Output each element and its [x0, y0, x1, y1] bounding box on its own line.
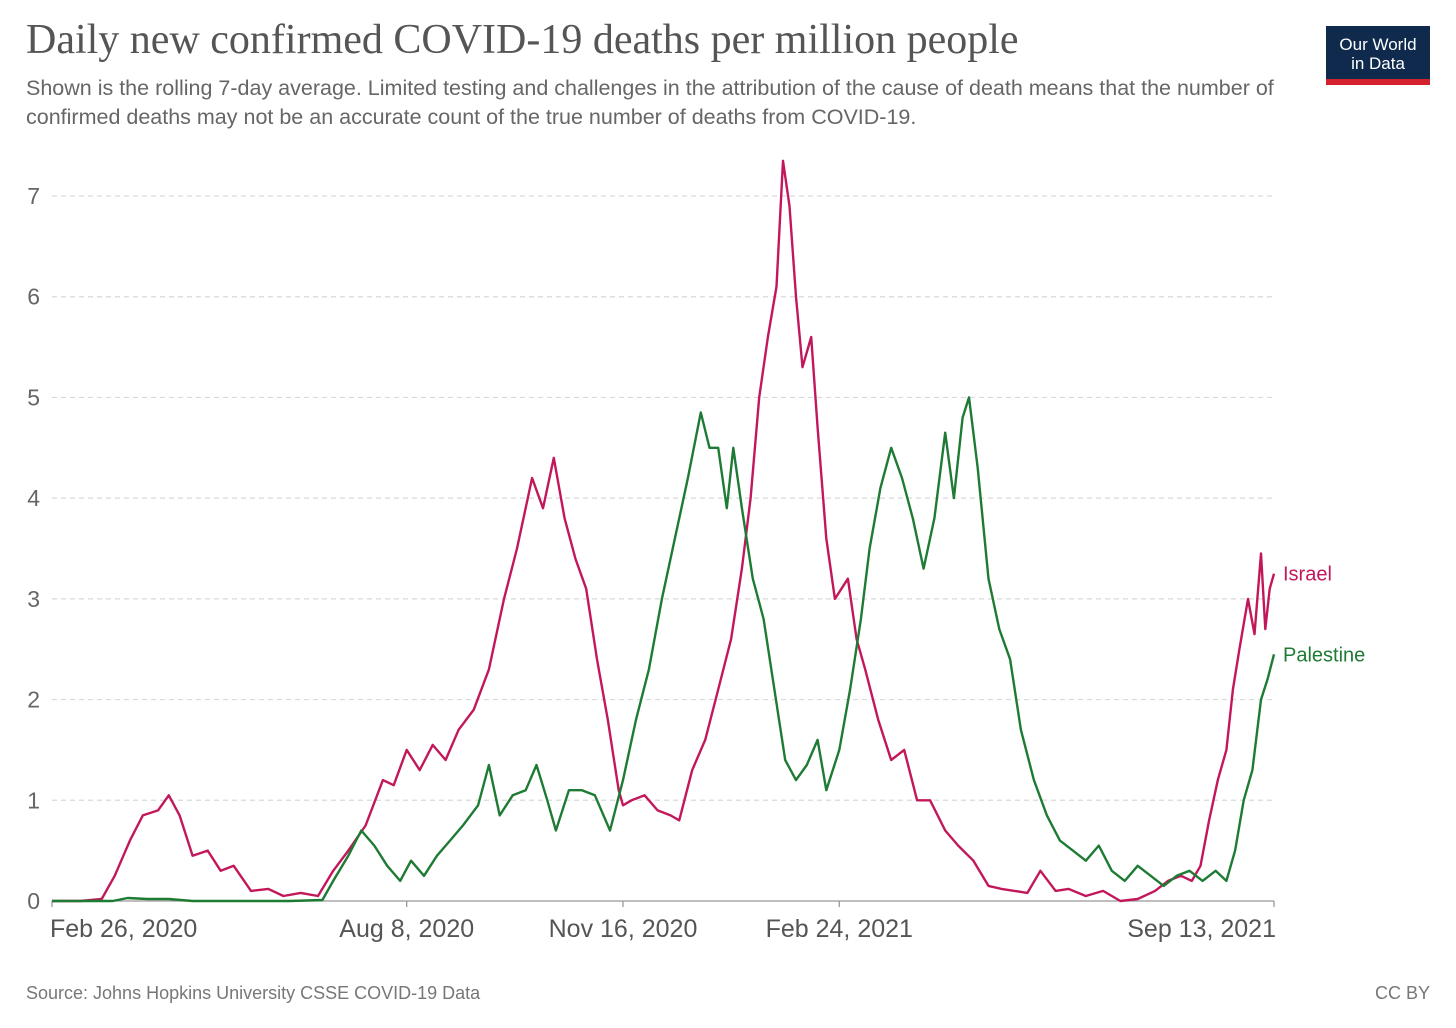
gridlines	[52, 195, 1274, 801]
series-label-palestine: Palestine	[1283, 644, 1365, 666]
series-lines	[52, 159, 1276, 903]
x-tick-label: Nov 16, 2020	[549, 915, 698, 943]
x-tick-label: Feb 24, 2021	[766, 915, 913, 943]
series-labels: Israel Palestine	[1283, 564, 1365, 667]
owid-logo[interactable]: Our World in Data	[1326, 26, 1430, 85]
x-tick-label: Aug 8, 2020	[339, 915, 474, 943]
y-tick-label: 6	[27, 284, 40, 310]
x-tick-label: Feb 26, 2020	[50, 915, 197, 943]
series-label-israel: Israel	[1283, 564, 1332, 586]
y-tick-label: 7	[27, 183, 40, 209]
y-tick-label: 4	[27, 485, 40, 511]
line-chart: 0 1 2 3 4 5 6 7 Feb 26, 2020 Aug 8, 2020 Nov 16, 2…	[27, 159, 1365, 943]
license-note[interactable]: CC BY	[1374, 983, 1430, 1003]
y-tick-label: 0	[27, 888, 40, 914]
chart-subtitle: Shown is the rolling 7-day average. Limi…	[26, 76, 1274, 129]
logo-line-2: in Data	[1351, 54, 1405, 73]
y-tick-label: 1	[27, 787, 40, 813]
y-tick-label: 2	[27, 687, 40, 713]
axes: 0 1 2 3 4 5 6 7 Feb 26, 2020 Aug 8, 2020 Nov 16, 2…	[27, 183, 1276, 943]
series-line-israel[interactable]	[52, 159, 1276, 903]
source-note[interactable]: Source: Johns Hopkins University CSSE CO…	[26, 983, 481, 1003]
logo-line-1: Our World	[1339, 35, 1417, 54]
y-tick-label: 5	[27, 384, 40, 410]
chart-title: Daily new confirmed COVID-19 deaths per …	[26, 17, 1019, 63]
x-tick-label: Sep 13, 2021	[1127, 915, 1276, 943]
y-tick-label: 3	[27, 586, 40, 612]
series-line-palestine[interactable]	[52, 396, 1276, 903]
